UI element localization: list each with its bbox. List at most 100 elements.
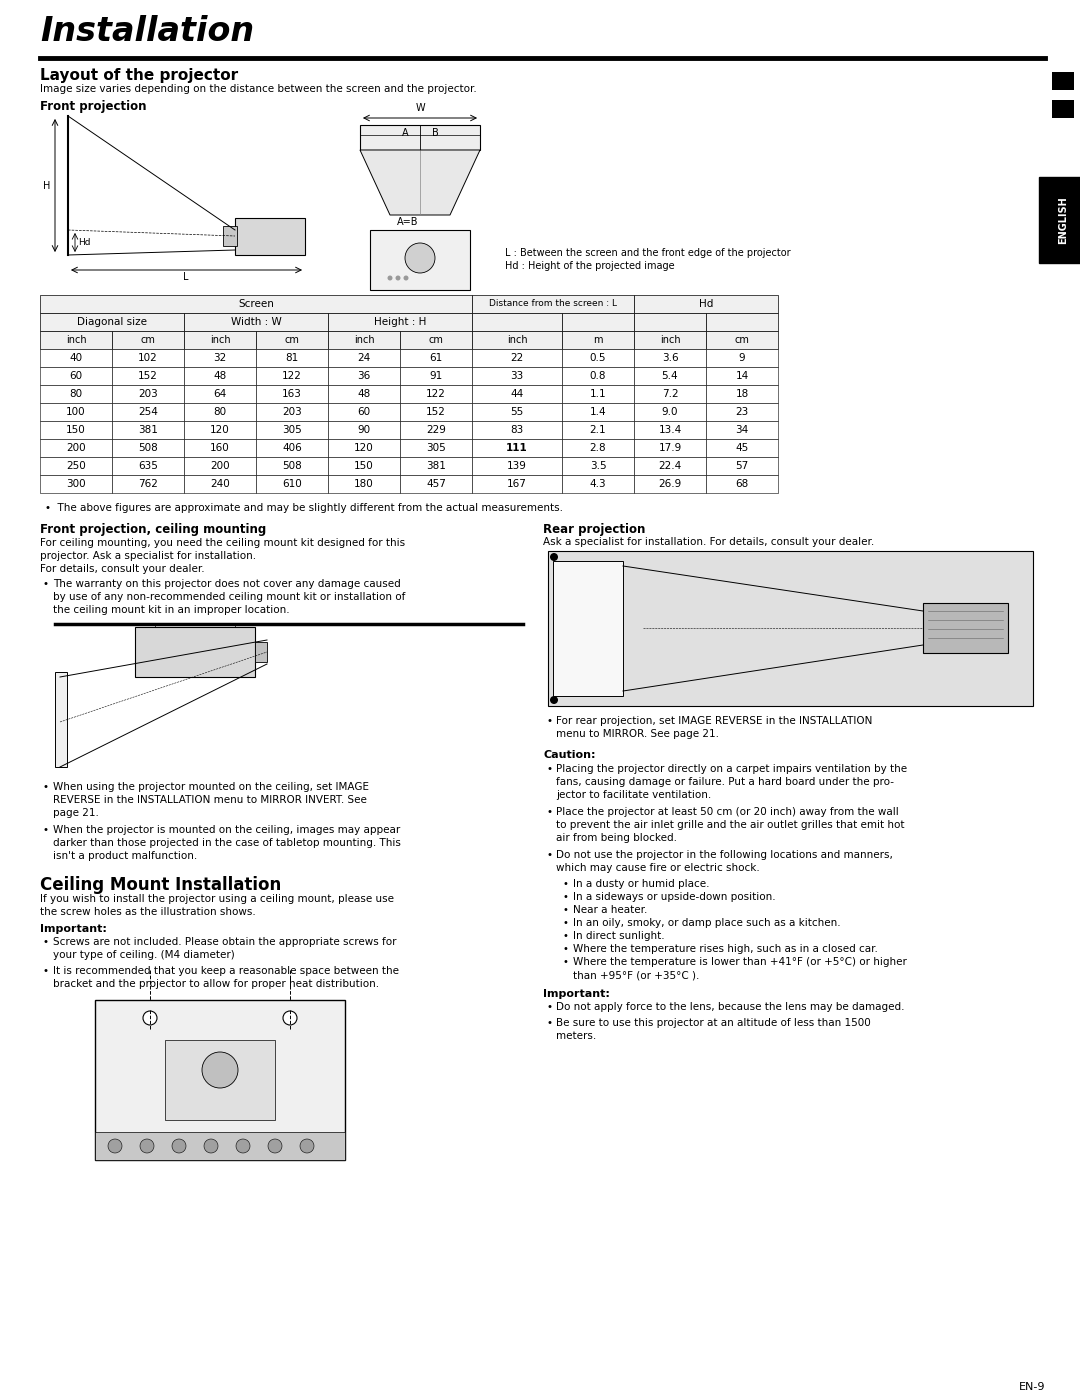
Bar [562,402,634,420]
Bar [222,226,237,246]
Text: 9: 9 [739,353,745,363]
Text: Height : H: Height : H [374,317,427,327]
Bar [634,402,706,420]
Bar [706,367,778,386]
Bar [184,457,256,475]
Bar [40,386,112,402]
Text: For rear projection, set IMAGE REVERSE in the INSTALLATION: For rear projection, set IMAGE REVERSE i… [556,717,873,726]
Bar [256,457,328,475]
Text: In a dusty or humid place.: In a dusty or humid place. [573,879,710,888]
Text: •: • [43,965,49,977]
Text: 240: 240 [211,479,230,489]
Circle shape [395,275,401,281]
Text: Hd: Hd [699,299,713,309]
Text: In direct sunlight.: In direct sunlight. [573,930,664,942]
Text: L: L [184,272,189,282]
Bar [472,295,634,313]
Text: H: H [42,182,50,191]
Bar [562,457,634,475]
Text: 4.3: 4.3 [590,479,606,489]
Text: Hd : Height of the projected image: Hd : Height of the projected image [505,261,675,271]
Bar [112,402,184,420]
Text: 23: 23 [735,407,748,416]
Text: 508: 508 [138,443,158,453]
Bar [706,386,778,402]
Text: 381: 381 [138,425,158,434]
Bar [400,420,472,439]
Circle shape [204,1139,218,1153]
Bar [328,331,400,349]
Circle shape [404,275,408,281]
Bar [562,386,634,402]
Circle shape [237,1139,249,1153]
Bar [634,331,706,349]
Bar [184,402,256,420]
Text: 762: 762 [138,479,158,489]
Text: 150: 150 [354,461,374,471]
Bar [112,349,184,367]
Bar [634,475,706,493]
Bar [562,313,634,331]
Text: •: • [43,826,49,835]
Text: 60: 60 [69,372,82,381]
Text: 32: 32 [214,353,227,363]
Text: Screen: Screen [238,299,274,309]
Bar [400,402,472,420]
Bar [634,349,706,367]
Text: Where the temperature rises high, such as in a closed car.: Where the temperature rises high, such a… [573,944,878,954]
Text: cm: cm [429,335,444,345]
Bar [706,313,778,331]
Bar [40,367,112,386]
Text: 635: 635 [138,461,158,471]
Text: inch: inch [353,335,375,345]
Text: 163: 163 [282,388,302,400]
Circle shape [388,275,392,281]
Bar [112,331,184,349]
Text: 250: 250 [66,461,86,471]
Text: 200: 200 [211,461,230,471]
Circle shape [283,1134,297,1148]
Bar [634,457,706,475]
Text: 55: 55 [511,407,524,416]
Bar [40,475,112,493]
Circle shape [283,1011,297,1025]
Text: 305: 305 [282,425,302,434]
Bar [562,475,634,493]
Text: •: • [563,879,569,888]
Bar [135,627,255,678]
Circle shape [143,1134,157,1148]
Text: 91: 91 [430,372,443,381]
Text: Important:: Important: [543,989,610,999]
Bar [562,367,634,386]
Text: Do not apply force to the lens, because the lens may be damaged.: Do not apply force to the lens, because … [556,1002,905,1011]
Text: Width : W: Width : W [231,317,282,327]
Bar [40,313,184,331]
Bar [165,1039,275,1120]
Text: •: • [43,782,49,792]
Bar [472,475,562,493]
Bar [1052,73,1074,89]
Bar [40,331,112,349]
Text: •: • [563,930,569,942]
Text: •: • [563,957,569,967]
Text: 167: 167 [508,479,527,489]
Text: bracket and the projector to allow for proper heat distribution.: bracket and the projector to allow for p… [53,979,379,989]
Text: Be sure to use this projector at an altitude of less than 1500: Be sure to use this projector at an alti… [556,1018,870,1028]
Text: It is recommended that you keep a reasonable space between the: It is recommended that you keep a reason… [53,965,399,977]
Circle shape [405,243,435,272]
Text: Hd: Hd [78,237,91,247]
Text: cm: cm [140,335,156,345]
Text: •: • [563,893,569,902]
Bar [256,331,328,349]
Text: •: • [563,905,569,915]
Bar [472,439,562,457]
Text: 61: 61 [430,353,443,363]
Bar [184,331,256,349]
Bar [472,313,562,331]
Text: inch: inch [507,335,527,345]
Text: 57: 57 [735,461,748,471]
Bar [562,331,634,349]
Text: 60: 60 [357,407,370,416]
Bar [370,231,470,291]
Text: 2.1: 2.1 [590,425,606,434]
